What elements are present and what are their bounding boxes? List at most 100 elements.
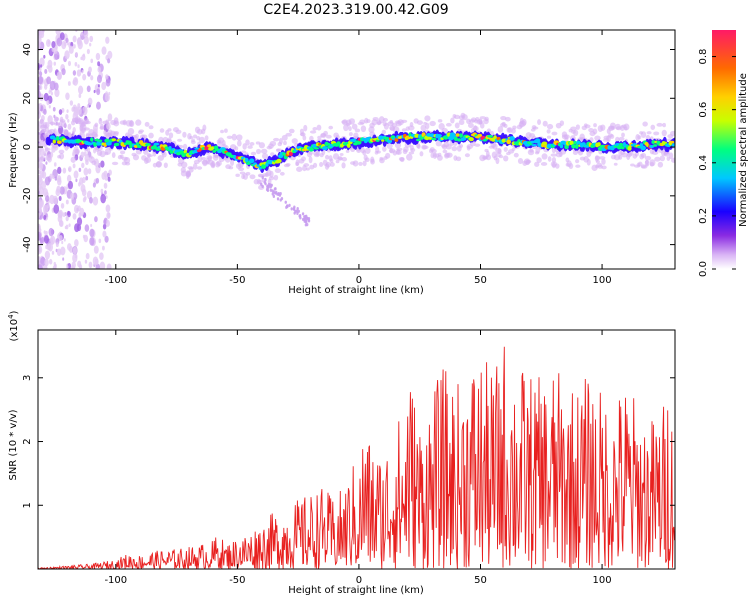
spectrogram-noise-blob <box>89 35 94 43</box>
spectrogram-peak-blob <box>261 164 267 169</box>
spectrogram-noise-blob <box>65 199 69 205</box>
spectrogram-noise-blob <box>51 40 56 48</box>
spectrogram-noise-blob <box>76 217 83 226</box>
spectrogram-noise-blob <box>83 30 89 38</box>
spectrogram-halo-blob <box>485 154 492 161</box>
spectrogram-halo-blob <box>127 128 135 135</box>
spectrogram-noise-blob <box>78 167 82 173</box>
spectrogram-noise-blob <box>38 223 41 232</box>
spectrogram-halo-blob <box>135 119 142 126</box>
spectrogram-halo-blob <box>192 134 198 139</box>
spectrogram-halo-blob <box>83 127 90 131</box>
spectrogram-noise-blob <box>101 46 107 55</box>
spectrogram-noise-blob <box>52 265 57 269</box>
colorbar-gradient <box>712 30 736 269</box>
spectrogram-halo-blob <box>161 151 167 158</box>
spectrogram-tail-blob <box>261 175 264 180</box>
spectrogram-noise-blob <box>61 68 66 76</box>
spectrogram-halo-blob <box>119 150 126 155</box>
spectrogram-noise-blob <box>44 250 51 260</box>
spectrogram-halo-blob <box>260 148 268 154</box>
spectrogram-halo-blob <box>145 156 152 164</box>
spectrogram-noise-blob <box>73 44 76 49</box>
spectrogram-tail-blob <box>303 215 306 219</box>
spectrogram-heatmap <box>38 30 675 269</box>
spectrogram-noise-blob <box>40 30 45 35</box>
spectrogram-tail-blob <box>261 184 264 189</box>
spectrogram-noise-blob <box>49 80 56 91</box>
spectrogram-halo-blob <box>317 135 322 140</box>
spectrogram-noise-blob <box>99 261 106 269</box>
spectrogram-tail-blob <box>299 216 302 220</box>
spectrogram-halo-blob <box>484 116 489 122</box>
spectrogram-noise-blob <box>102 223 107 230</box>
spectrogram-x-ticks: -100 -50 0 50 100 <box>104 30 612 286</box>
spectrogram-peak-blob <box>94 138 100 142</box>
spectrogram-noise-blob <box>103 219 107 225</box>
spectrogram-peak-blob <box>288 151 293 157</box>
spectrogram-halo-blob <box>42 128 47 133</box>
spectrogram-noise-blob <box>56 71 62 80</box>
spectrogram-halo-blob <box>392 126 400 134</box>
spectrogram-halo-blob <box>211 160 216 168</box>
spectrogram-halo-blob <box>220 129 224 134</box>
spectrogram-peak-blob <box>569 140 574 146</box>
spectrogram-tail-blob <box>288 203 291 207</box>
spectrogram-peak-blob <box>326 142 331 146</box>
spectrogram-peak-blob <box>56 140 62 145</box>
spectrogram-halo-blob <box>386 143 393 149</box>
spectrogram-halo-blob <box>291 138 298 144</box>
snr-y-tick-label: 1 <box>22 502 33 508</box>
spectrogram-halo-blob <box>182 131 187 138</box>
spectrogram-halo-blob <box>325 161 331 168</box>
spectrogram-tail-blob <box>274 190 278 194</box>
spectrogram-halo-blob <box>61 121 67 128</box>
spectrogram-noise-blob <box>89 42 92 47</box>
spectrogram-panel: -100 -50 0 50 100 -40 -20 0 20 40 Height of stra… <box>8 29 676 296</box>
spectrogram-noise-blob <box>52 195 58 205</box>
snr-x-tick-label: 100 <box>593 575 612 586</box>
spectrogram-peak-blob <box>282 152 286 156</box>
spectrogram-halo-blob <box>640 131 647 139</box>
spectrogram-noise-blob <box>69 100 74 106</box>
spectrogram-halo-blob <box>105 119 110 125</box>
spectrogram-noise-blob <box>50 91 54 96</box>
spectrogram-halo-blob <box>565 157 570 163</box>
spectrogram-tail-blob <box>301 212 305 216</box>
spectrogram-halo-blob <box>451 146 458 152</box>
spectrogram-peak-blob <box>183 149 187 154</box>
spectrogram-halo-blob <box>645 163 649 167</box>
spectrogram-peak-blob <box>153 142 160 146</box>
spectrogram-noise-blob <box>51 250 55 255</box>
spectrogram-halo-blob <box>511 128 516 134</box>
spectrogram-halo-blob <box>180 161 188 168</box>
spectrogram-halo-blob <box>424 115 431 122</box>
spectrogram-peak-blob <box>564 144 569 150</box>
spectrogram-noise-blob <box>75 178 78 183</box>
spectrogram-halo-blob <box>302 164 307 172</box>
spectrogram-tail-blob <box>266 185 269 189</box>
spectrogram-halo-blob <box>541 153 548 160</box>
spectrogram-noise-blob <box>43 230 46 235</box>
spectrogram-peak-blob <box>313 147 320 150</box>
spectrogram-halo-blob <box>372 116 379 121</box>
colorbar-tick-label: 0.2 <box>698 208 709 224</box>
spectrogram-halo-blob <box>613 162 618 166</box>
spectrogram-x-tick-label: 0 <box>356 275 362 286</box>
spectrogram-peak-blob <box>55 136 60 141</box>
spectrogram-halo-blob <box>671 157 675 163</box>
spectrogram-halo-blob <box>546 129 551 134</box>
spectrogram-halo-blob <box>255 148 262 155</box>
spectrogram-halo-blob <box>137 130 143 135</box>
spectrogram-noise-blob <box>84 154 90 163</box>
spectrogram-halo-blob <box>303 124 308 132</box>
spectrogram-noise-blob <box>107 176 111 182</box>
spectrogram-halo-blob <box>167 128 172 132</box>
spectrogram-halo-blob <box>231 133 237 141</box>
spectrogram-noise-blob <box>57 166 62 175</box>
spectrogram-noise-blob <box>44 258 49 267</box>
spectrogram-halo-blob <box>276 148 280 152</box>
spectrogram-halo-blob <box>74 148 80 154</box>
spectrogram-noise-blob <box>68 223 71 228</box>
